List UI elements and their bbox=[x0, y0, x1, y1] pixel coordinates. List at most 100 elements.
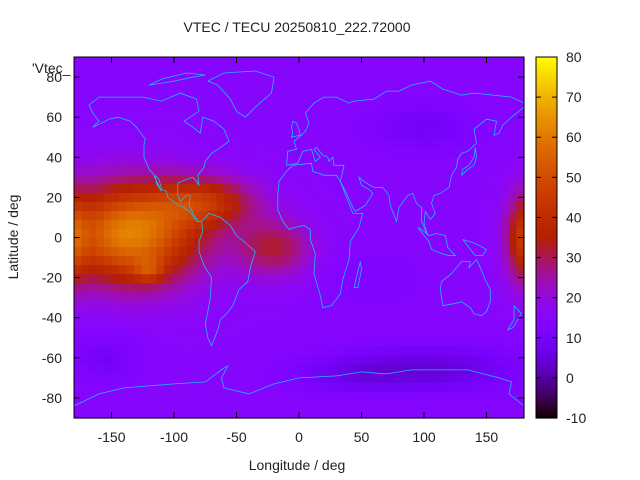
heatmap-cell bbox=[74, 372, 83, 383]
y-tick-label: -40 bbox=[42, 310, 62, 326]
heatmap-cell bbox=[426, 147, 435, 157]
heatmap-cell bbox=[306, 399, 315, 410]
heatmap-cell bbox=[194, 381, 203, 392]
heatmap-cell bbox=[464, 138, 473, 148]
heatmap-cell bbox=[456, 66, 465, 76]
heatmap-cell bbox=[104, 381, 113, 392]
heatmap-cell bbox=[501, 210, 510, 221]
heatmap-cell bbox=[74, 408, 83, 419]
heatmap-cell bbox=[194, 255, 203, 266]
heatmap-cell bbox=[494, 174, 503, 184]
heatmap-cell bbox=[246, 264, 255, 275]
heatmap-cell bbox=[194, 327, 203, 338]
heatmap-cell bbox=[449, 57, 458, 67]
heatmap-cell bbox=[419, 381, 428, 392]
colorbar-swatch bbox=[536, 303, 557, 308]
heatmap-cell bbox=[74, 201, 83, 212]
heatmap-cell bbox=[396, 246, 405, 257]
heatmap-cell bbox=[381, 237, 390, 248]
heatmap-cell bbox=[179, 327, 188, 338]
heatmap-cell bbox=[411, 165, 420, 175]
heatmap-cell bbox=[389, 354, 398, 365]
heatmap-cell bbox=[126, 255, 135, 266]
heatmap-cell bbox=[209, 120, 218, 130]
heatmap-cell bbox=[344, 327, 353, 338]
heatmap-cell bbox=[119, 327, 128, 338]
heatmap-cell bbox=[374, 111, 383, 121]
heatmap-cell bbox=[441, 237, 450, 248]
heatmap-cell bbox=[201, 129, 210, 139]
heatmap-cell bbox=[201, 390, 210, 401]
heatmap-cell bbox=[291, 363, 300, 374]
heatmap-cell bbox=[231, 336, 240, 347]
heatmap-cell bbox=[216, 219, 225, 230]
heatmap-cell bbox=[254, 255, 263, 266]
heatmap-cell bbox=[216, 66, 225, 76]
heatmap-cell bbox=[89, 318, 98, 329]
heatmap-cell bbox=[254, 129, 263, 139]
heatmap-cell bbox=[494, 57, 503, 67]
heatmap-cell bbox=[104, 264, 113, 275]
heatmap-cell bbox=[456, 372, 465, 383]
heatmap-cell bbox=[321, 318, 330, 329]
heatmap-cell bbox=[441, 84, 450, 94]
heatmap-cell bbox=[389, 174, 398, 184]
heatmap-cell bbox=[321, 372, 330, 383]
colorbar-swatch bbox=[536, 219, 557, 224]
colorbar-swatch bbox=[536, 249, 557, 254]
heatmap-cell bbox=[306, 129, 315, 139]
heatmap-cell bbox=[224, 372, 233, 383]
heatmap-cell bbox=[509, 381, 518, 392]
heatmap-cell bbox=[269, 300, 278, 311]
heatmap-cell bbox=[201, 183, 210, 193]
heatmap-cell bbox=[126, 246, 135, 257]
heatmap-cell bbox=[494, 219, 503, 230]
heatmap-cell bbox=[336, 282, 345, 293]
heatmap-cell bbox=[404, 255, 413, 266]
heatmap-cell bbox=[441, 57, 450, 67]
heatmap-cell bbox=[419, 192, 428, 203]
heatmap-cell bbox=[419, 147, 428, 157]
heatmap-cell bbox=[104, 354, 113, 365]
heatmap-cell bbox=[141, 282, 150, 293]
heatmap-cell bbox=[306, 237, 315, 248]
heatmap-cell bbox=[344, 363, 353, 374]
heatmap-cell bbox=[344, 345, 353, 356]
heatmap-cell bbox=[351, 327, 360, 338]
colorbar-swatch bbox=[536, 369, 557, 374]
heatmap-cell bbox=[276, 102, 285, 112]
heatmap-cell bbox=[486, 408, 495, 419]
heatmap-cell bbox=[299, 336, 308, 347]
australia-coast bbox=[439, 258, 491, 317]
heatmap-cell bbox=[111, 399, 120, 410]
heatmap-cell bbox=[186, 273, 195, 284]
heatmap-cell bbox=[314, 354, 323, 365]
heatmap-cell bbox=[456, 165, 465, 175]
heatmap-cell bbox=[186, 129, 195, 139]
heatmap-cell bbox=[111, 228, 120, 239]
heatmap-cell bbox=[104, 111, 113, 121]
heatmap-cell bbox=[389, 165, 398, 175]
heatmap-cell bbox=[201, 381, 210, 392]
heatmap-cell bbox=[464, 282, 473, 293]
heatmap-cell bbox=[201, 111, 210, 121]
heatmap-cell bbox=[486, 228, 495, 239]
heatmap-cell bbox=[516, 147, 525, 157]
heatmap-cell bbox=[329, 345, 338, 356]
heatmap-cell bbox=[134, 354, 143, 365]
heatmap-cell bbox=[134, 345, 143, 356]
heatmap-cell bbox=[479, 282, 488, 293]
heatmap-cell bbox=[141, 120, 150, 130]
heatmap-cell bbox=[351, 129, 360, 139]
heatmap-cell bbox=[516, 399, 525, 410]
heatmap-cell bbox=[81, 237, 90, 248]
heatmap-cell bbox=[344, 57, 353, 67]
heatmap-cell bbox=[464, 111, 473, 121]
heatmap-cell bbox=[464, 129, 473, 139]
heatmap-cell bbox=[479, 219, 488, 230]
colorbar-swatch bbox=[536, 297, 557, 302]
heatmap-cell bbox=[426, 93, 435, 103]
colorbar-swatch bbox=[536, 348, 557, 353]
heatmap-cell bbox=[501, 66, 510, 76]
heatmap-cell bbox=[299, 237, 308, 248]
